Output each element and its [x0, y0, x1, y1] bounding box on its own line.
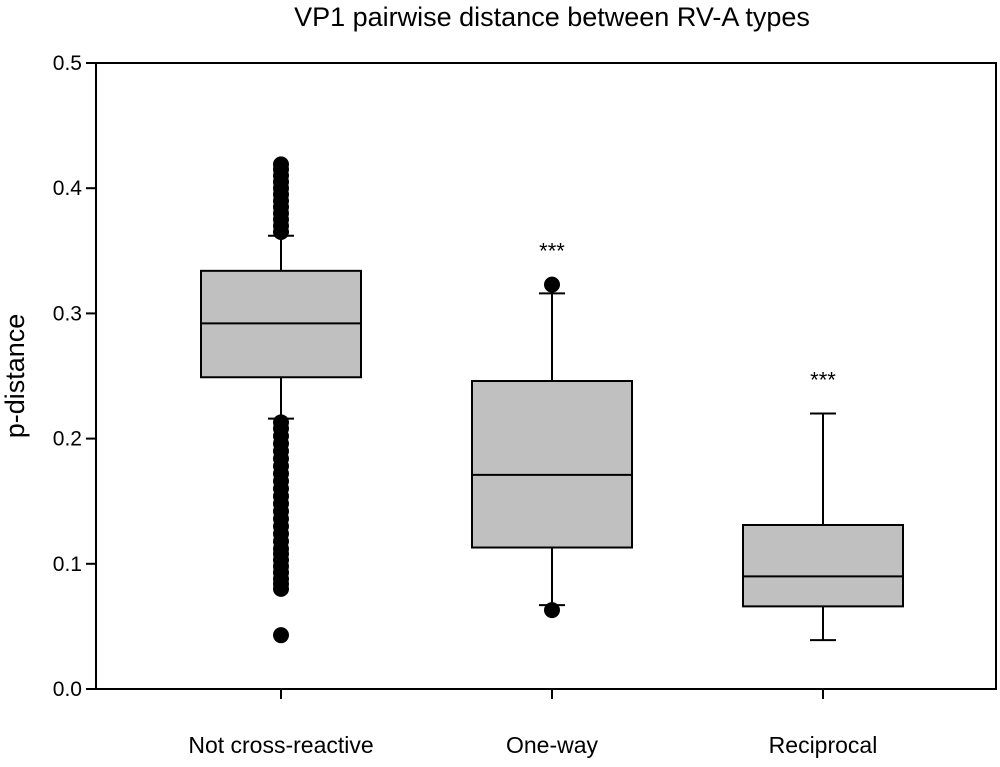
y-tick-label: 0.4	[53, 177, 83, 200]
box-series: *** ***	[200, 156, 904, 644]
box-iqr	[471, 380, 633, 549]
y-axis: 0.0 0.1 0.2 0.3 0.4 0.5	[53, 52, 96, 701]
y-axis-label: p-distance	[0, 314, 30, 439]
outlier-point	[273, 156, 289, 173]
box-group	[200, 156, 362, 644]
box-group: ***	[471, 239, 633, 619]
x-category-label: One-way	[506, 732, 599, 758]
outlier-point	[273, 414, 289, 431]
y-tick-label: 0.5	[53, 52, 82, 75]
y-tick-label: 0.2	[53, 428, 82, 451]
x-category-label: Reciprocal	[769, 732, 878, 758]
plot-area-frame	[95, 62, 997, 690]
significance-annotation: ***	[810, 368, 836, 393]
x-category-label: Not cross-reactive	[188, 732, 373, 758]
outlier-point	[544, 602, 560, 619]
box-iqr	[742, 523, 904, 608]
box-group: ***	[742, 368, 904, 642]
x-axis: Not cross-reactive One-way Reciprocal	[188, 689, 877, 758]
y-tick-label: 0.0	[53, 678, 82, 701]
y-tick-label: 0.3	[53, 302, 82, 325]
chart-title: VP1 pairwise distance between RV-A types	[294, 2, 810, 32]
outlier-point	[544, 276, 560, 293]
significance-annotation: ***	[539, 239, 565, 264]
y-tick-label: 0.1	[53, 553, 82, 576]
outlier-point	[273, 627, 289, 644]
